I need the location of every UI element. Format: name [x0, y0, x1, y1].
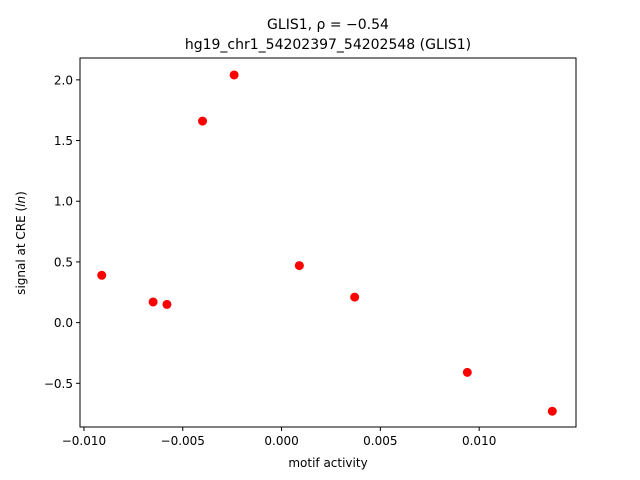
data-point — [162, 299, 172, 309]
data-point — [462, 367, 472, 377]
data-point — [148, 297, 158, 307]
x-tick-label: −0.005 — [161, 434, 205, 448]
data-points — [97, 70, 557, 416]
data-point — [294, 261, 304, 271]
x-tick-label: 0.010 — [462, 434, 496, 448]
y-tick-label: 1.5 — [54, 134, 73, 148]
x-axis-label: motif activity — [288, 456, 367, 470]
data-point — [229, 70, 239, 80]
data-point — [547, 406, 557, 416]
chart-subtitle: hg19_chr1_54202397_54202548 (GLIS1) — [185, 37, 471, 53]
chart-title: GLIS1, ρ = −0.54 — [267, 17, 389, 33]
data-point — [97, 270, 107, 280]
y-tick-label: −0.5 — [44, 377, 73, 391]
data-point — [198, 116, 208, 126]
data-point — [350, 292, 360, 302]
plot-frame — [79, 57, 577, 428]
y-axis: −0.5 0.0 0.5 1.0 1.5 2.0 — [44, 73, 80, 391]
x-tick-label: 0.005 — [363, 434, 397, 448]
y-tick-label: 0.0 — [54, 316, 73, 330]
x-tick-label: 0.000 — [264, 434, 298, 448]
y-tick-label: 2.0 — [54, 73, 73, 87]
x-tick-label: −0.010 — [62, 434, 106, 448]
y-tick-label: 0.5 — [54, 255, 73, 269]
y-tick-label: 1.0 — [54, 195, 73, 209]
y-axis-label: signal at CRE (ln) — [14, 191, 28, 295]
x-axis: −0.010 −0.005 0.000 0.005 0.010 — [62, 427, 496, 448]
